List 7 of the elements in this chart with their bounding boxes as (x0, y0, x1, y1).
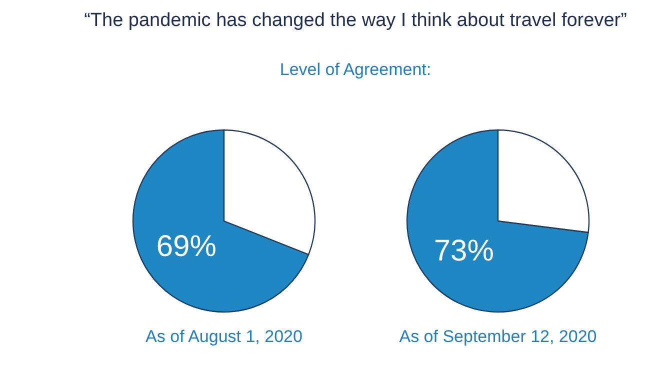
text: Level of Agreement: (278, 60, 432, 80)
text: As of August 1, 2020 (144, 327, 304, 347)
data-label: 73% (434, 234, 494, 268)
text: “The pandemic has changed the way I think about travel forever” (83, 10, 628, 32)
text: As of September 12, 2020 (398, 327, 598, 347)
data-label: 69% (156, 230, 216, 264)
pie-slice (406, 129, 589, 313)
